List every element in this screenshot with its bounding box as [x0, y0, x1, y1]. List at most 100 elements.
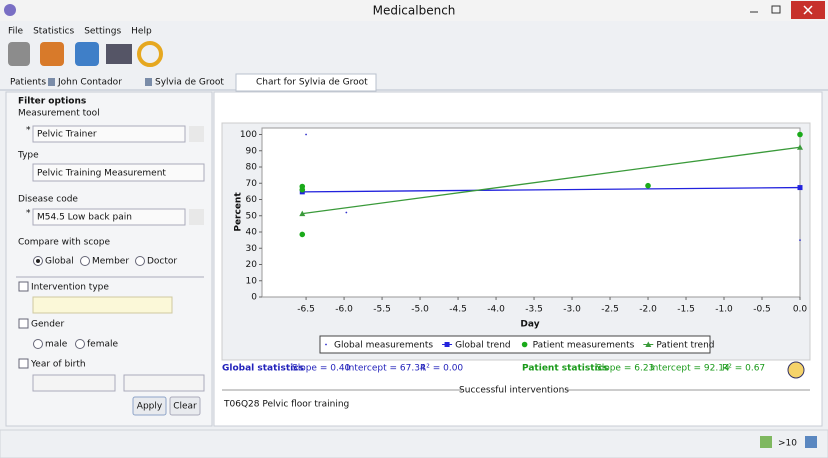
tab[interactable]: Chart for Sylvia de Groot [256, 78, 368, 88]
point [797, 144, 803, 150]
combo-value: M54.5 Low back pain [37, 213, 132, 223]
x-tick-label: -5.5 [373, 305, 391, 315]
point [645, 182, 651, 189]
legend [319, 335, 711, 354]
y-tick-label: 60 [246, 195, 258, 205]
status-icon [760, 436, 772, 448]
stat: Intercept = 67.34 [346, 364, 426, 374]
point [305, 133, 307, 136]
radio-label: Doctor [147, 257, 177, 267]
disease-btn[interactable] [189, 209, 204, 225]
stat: Slope = 6.23 [596, 364, 654, 374]
legend-marker [444, 342, 450, 347]
legend-label: Global trend [455, 341, 511, 351]
window-title: Medicalbench [373, 4, 456, 18]
tool-btn[interactable] [189, 126, 204, 142]
label: Measurement tool [18, 109, 100, 119]
status-bar [0, 429, 828, 458]
radio-label: female [87, 340, 118, 350]
point [299, 186, 306, 193]
combo-value: Pelvic Training Measurement [37, 169, 166, 179]
tab[interactable]: John Contador [57, 78, 122, 88]
menu-item[interactable]: File [8, 27, 24, 37]
point [345, 211, 348, 214]
x-tick-label: -6.5 [297, 305, 315, 315]
y-tick-label: 40 [246, 228, 258, 238]
label-bg [462, 385, 566, 395]
year-to[interactable] [123, 374, 205, 392]
interventions-title: Successful interventions [459, 386, 569, 396]
menu-item[interactable]: Settings [84, 27, 121, 37]
y-tick-label: 0 [251, 293, 257, 303]
year-from[interactable] [32, 374, 116, 392]
trend-line [302, 186, 801, 193]
menu-item[interactable]: Statistics [33, 27, 74, 37]
tab[interactable]: Sylvia de Groot [155, 78, 224, 88]
clock-icon[interactable] [787, 361, 805, 379]
combo-type[interactable] [32, 163, 205, 182]
legend-label: Patient trend [656, 341, 714, 351]
radio[interactable] [75, 339, 85, 349]
stats-title: Patient statistics [522, 364, 608, 374]
y-tick-label: 20 [246, 260, 258, 270]
checkbox[interactable] [18, 318, 29, 329]
menu-item[interactable]: Help [131, 27, 152, 37]
required-mark: * [26, 209, 31, 219]
x-tick-label: -6.0 [335, 305, 353, 315]
radio[interactable] [33, 339, 43, 349]
tool-patient[interactable] [8, 42, 30, 66]
point [299, 231, 306, 238]
y-tick-label: 30 [246, 244, 258, 254]
x-tick-label: -3.5 [525, 305, 543, 315]
radio[interactable] [135, 256, 145, 266]
intervention-item: T06Q28 Pelvic floor training [223, 400, 349, 410]
label: Year of birth [30, 360, 86, 370]
tab[interactable]: Patients [10, 78, 46, 88]
active-tab[interactable] [235, 73, 377, 92]
status-icon[interactable] [805, 436, 817, 448]
app-icon [4, 4, 16, 16]
tool-lock[interactable] [40, 42, 64, 66]
y-tick-label: 50 [246, 211, 258, 221]
tab-icon [145, 78, 152, 86]
checkbox[interactable] [18, 281, 29, 292]
radio-label: Global [45, 257, 74, 267]
combo-value: Pelvic Trainer [37, 130, 97, 140]
tool-refresh[interactable] [137, 41, 163, 67]
combo-tool[interactable] [32, 125, 186, 143]
label: Intervention type [31, 283, 109, 293]
x-tick-label: 0.0 [793, 305, 808, 315]
x-tick-label: -0.5 [753, 305, 771, 315]
stat: Slope = 0.40 [292, 364, 351, 374]
legend-marker [325, 343, 327, 346]
radio[interactable] [80, 256, 90, 266]
x-tick-label: -2.0 [639, 305, 657, 315]
x-tick-label: -1.5 [677, 305, 695, 315]
close-icon [803, 5, 813, 15]
required-mark: * [26, 126, 31, 136]
intervention-input[interactable] [32, 296, 173, 314]
combo-disease[interactable] [32, 208, 186, 226]
tool-users[interactable] [75, 42, 99, 66]
y-tick-label: 10 [246, 276, 258, 286]
clear-button[interactable] [169, 396, 201, 416]
plot-area [261, 127, 801, 298]
point [299, 210, 306, 217]
maximize[interactable] [771, 5, 781, 14]
point [797, 131, 803, 138]
radio-label: male [45, 340, 68, 350]
legend-marker [645, 341, 652, 347]
checkbox[interactable] [18, 358, 29, 369]
legend-marker [521, 341, 528, 348]
x-tick-label: -4.0 [487, 305, 505, 315]
x-tick-label: -1.0 [715, 305, 733, 315]
button-label: Clear [173, 402, 197, 412]
radio-dot [36, 259, 40, 263]
apply-button[interactable] [132, 396, 167, 416]
y-tick-label: 80 [246, 163, 258, 173]
legend-label: Patient measurements [533, 341, 635, 351]
status-text: >10 [778, 439, 797, 449]
y-tick-label: 100 [240, 130, 257, 140]
tab-icon [48, 78, 55, 86]
tool-device[interactable] [106, 44, 132, 64]
